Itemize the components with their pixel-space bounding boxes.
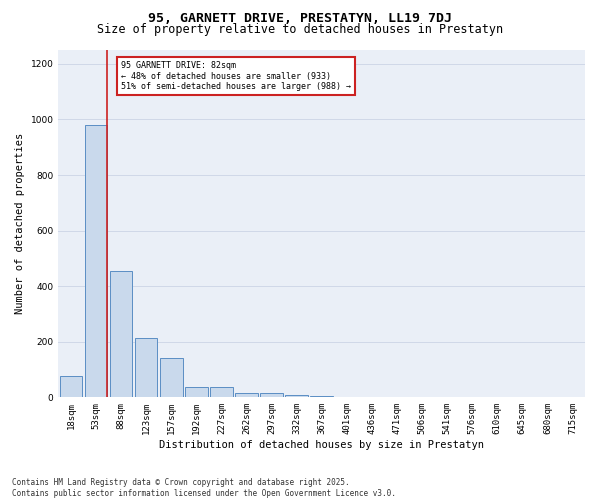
Bar: [210, 387, 233, 398]
Bar: [185, 387, 208, 398]
Bar: [310, 396, 333, 398]
Bar: [235, 392, 258, 398]
Bar: [135, 338, 157, 398]
Bar: [260, 394, 283, 398]
Bar: [59, 376, 82, 398]
Text: 95, GARNETT DRIVE, PRESTATYN, LL19 7DJ: 95, GARNETT DRIVE, PRESTATYN, LL19 7DJ: [148, 12, 452, 26]
Bar: [160, 358, 182, 398]
Text: 95 GARNETT DRIVE: 82sqm
← 48% of detached houses are smaller (933)
51% of semi-d: 95 GARNETT DRIVE: 82sqm ← 48% of detache…: [121, 61, 351, 91]
Bar: [85, 125, 107, 398]
Text: Size of property relative to detached houses in Prestatyn: Size of property relative to detached ho…: [97, 24, 503, 36]
X-axis label: Distribution of detached houses by size in Prestatyn: Distribution of detached houses by size …: [159, 440, 484, 450]
Y-axis label: Number of detached properties: Number of detached properties: [15, 133, 25, 314]
Bar: [110, 271, 133, 398]
Bar: [286, 395, 308, 398]
Text: Contains HM Land Registry data © Crown copyright and database right 2025.
Contai: Contains HM Land Registry data © Crown c…: [12, 478, 396, 498]
